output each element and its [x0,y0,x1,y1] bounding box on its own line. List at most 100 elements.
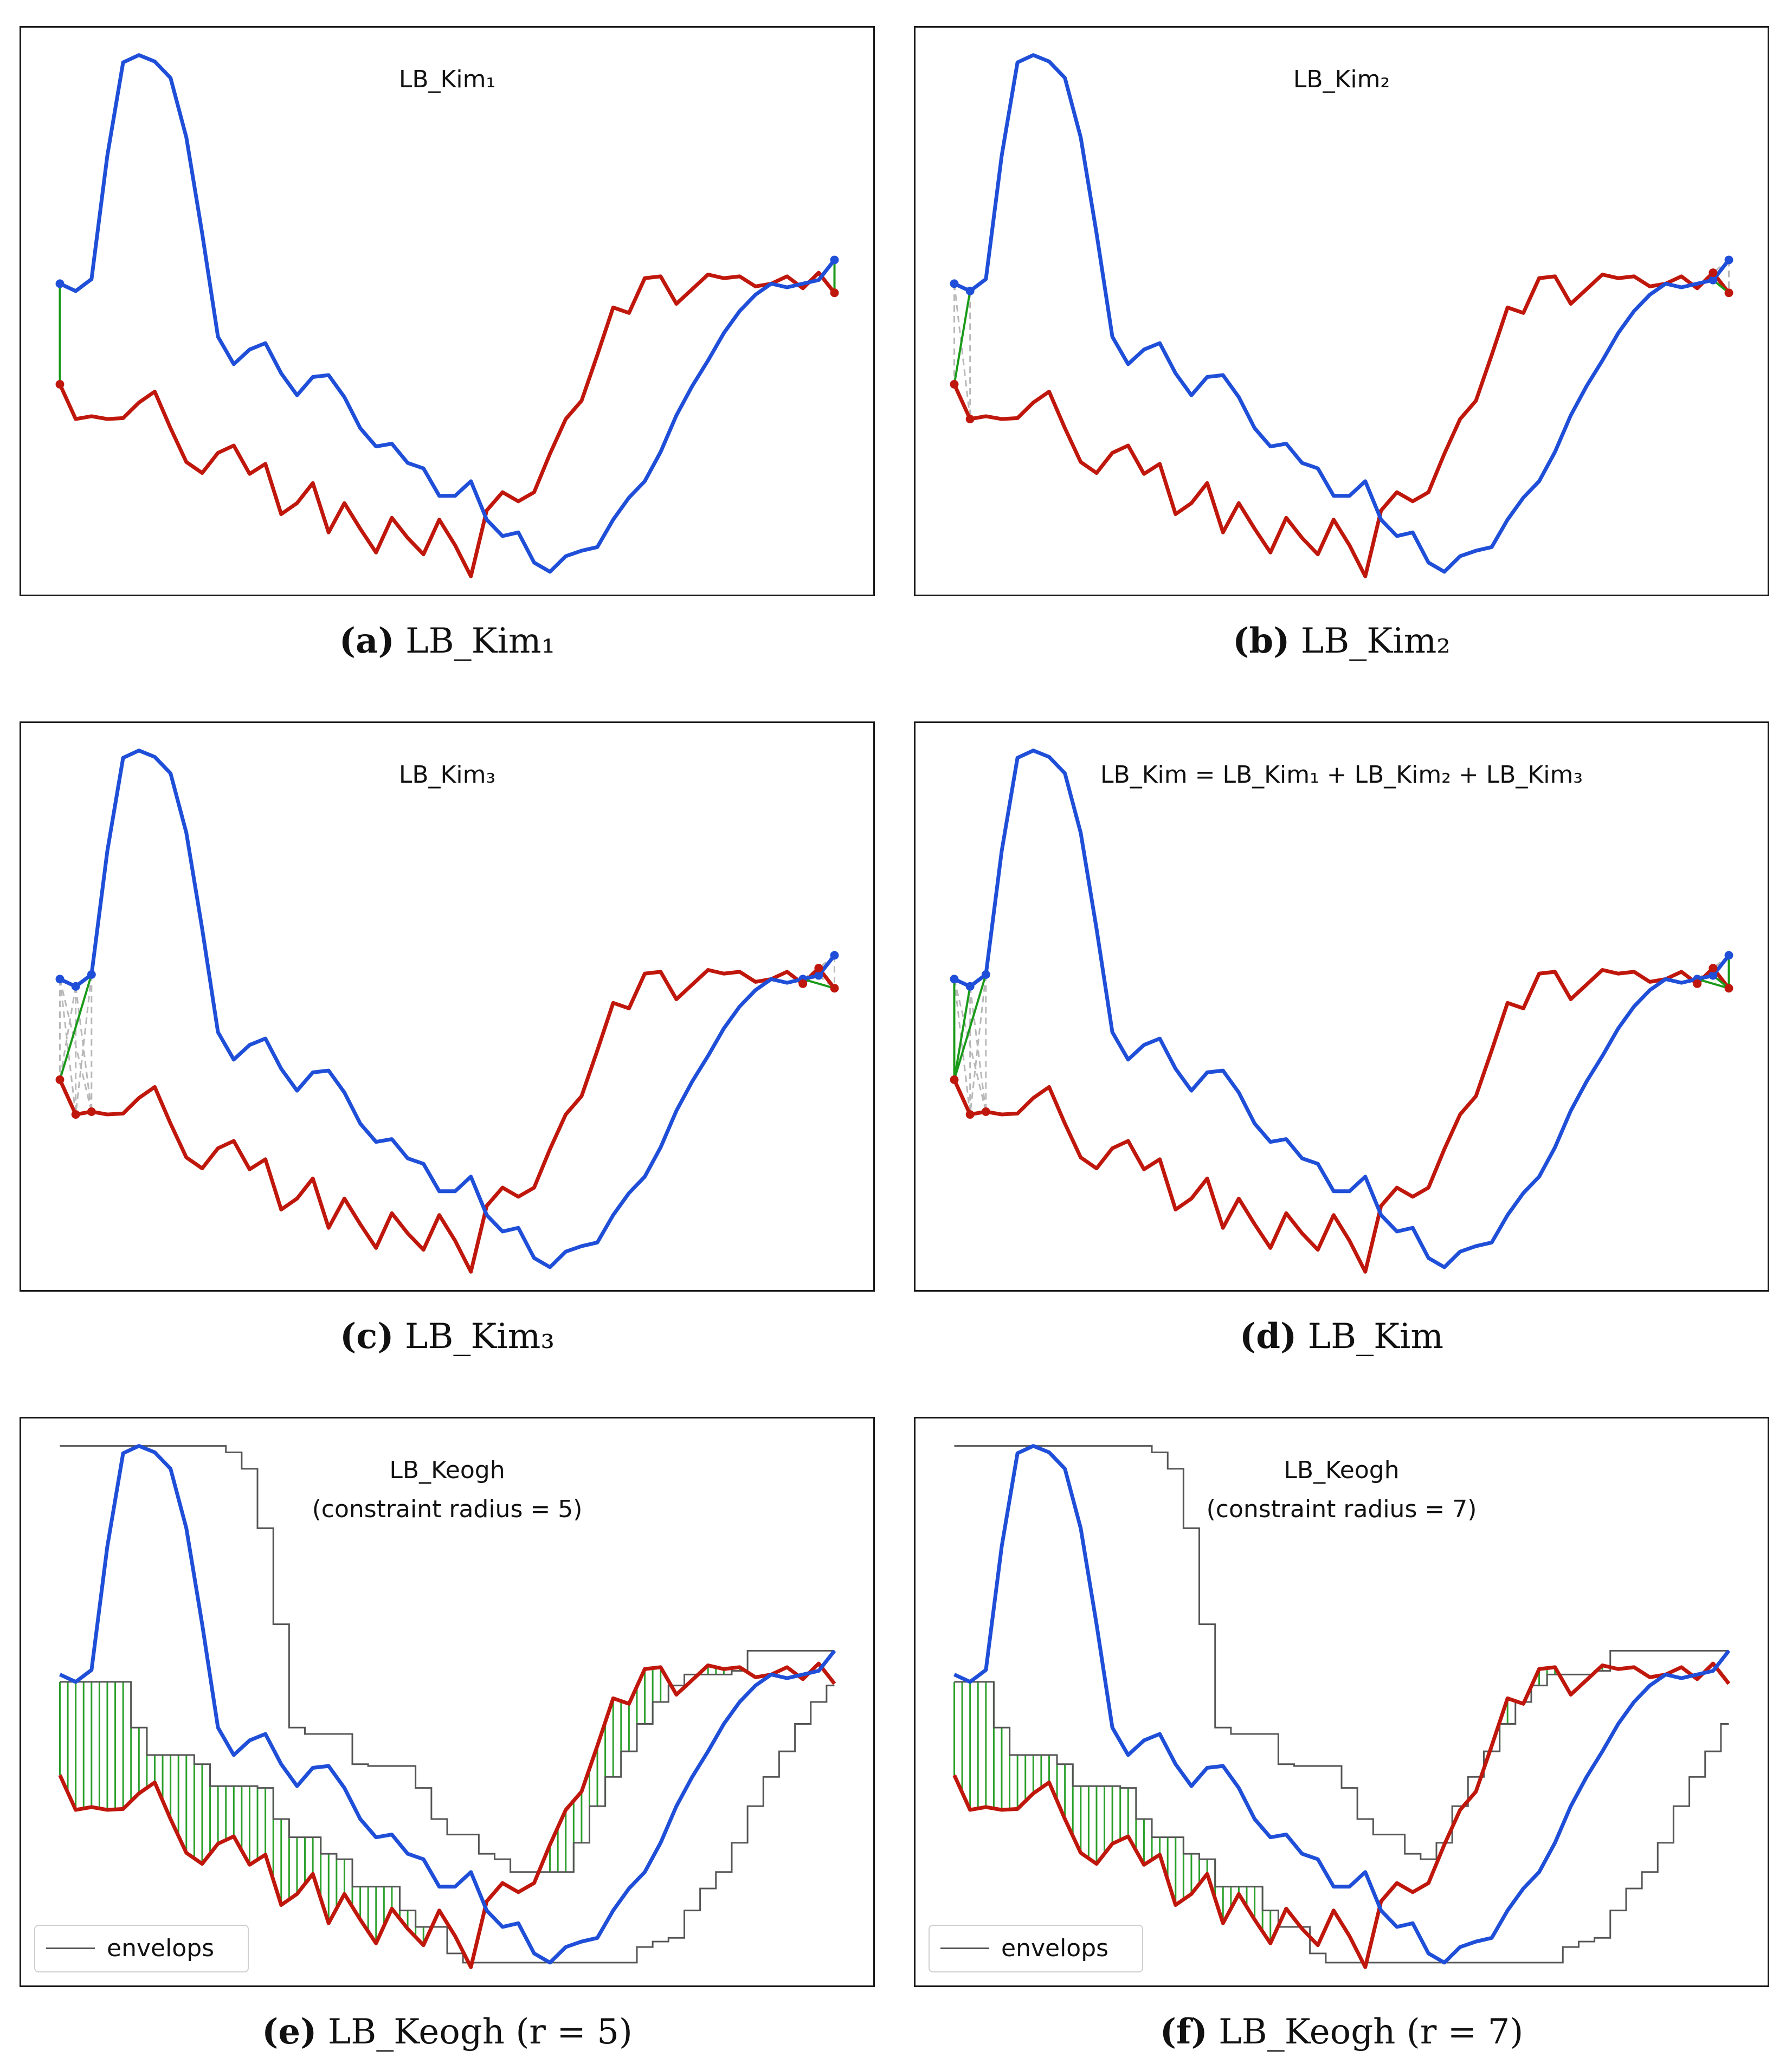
candidate-point [981,1107,990,1116]
plot-area [952,1444,1731,1969]
caption-text: LB_Keogh (r = 5) [327,2012,633,2052]
candidate-point [798,979,808,988]
direct-link [953,986,971,1080]
legend: envelops [929,1925,1143,1972]
dashed-link [969,974,987,1115]
legend: envelops [34,1925,249,1972]
upper-envelope [954,1445,1729,1860]
legend-label: envelops [1001,1934,1109,1962]
panel-caption-c: (c) LB_Kim₃ [20,1316,875,1357]
dashed-link [953,283,971,420]
query-point [965,982,975,991]
query-point [55,975,65,984]
legend-label: envelops [107,1934,215,1962]
panel-caption-b: (b) LB_Kim₂ [914,621,1769,661]
candidate-point [950,1075,959,1084]
chart-panel-c: LB_Kim₃ [20,721,875,1292]
direct-link [59,974,93,1080]
candidate-series [952,1661,1731,1969]
candidate-series [58,1661,836,1969]
candidate-point [55,1075,65,1084]
query-point [830,255,839,265]
query-series [953,749,1731,1269]
kim-direct-links [59,260,836,384]
direct-link [802,978,835,990]
query-point [950,975,959,984]
query-series [59,53,836,574]
query-point [55,279,65,288]
dashed-link [59,986,77,1080]
query-point [830,951,839,960]
caption-text: LB_Kim₃ [404,1317,555,1357]
plot-area [950,749,1733,1274]
candidate-point [71,1110,80,1119]
plot-area [55,749,839,1274]
chart-panel-b: LB_Kim₂ [914,26,1769,596]
dashed-link [953,979,971,1115]
candidate-series [952,270,1731,578]
candidate-series [952,966,1731,1274]
kim-direct-links [59,974,835,1080]
direct-link [953,974,987,1080]
plot-area [950,53,1733,578]
query-series [953,53,1731,574]
caption-text: LB_Kim₁ [405,621,556,661]
caption-letter: (c) [339,1316,394,1357]
panel-caption-d: (d) LB_Kim [914,1316,1769,1357]
candidate-point [1693,979,1702,988]
candidate-point [830,984,839,993]
lb-keogh-hatch [59,1665,741,1968]
upper-envelope [60,1445,835,1873]
lower-envelope [954,1681,1729,1964]
caption-letter: (a) [339,621,395,661]
chart-panel-f: LB_Keogh (constraint radius = 7) envelops [914,1417,1769,1987]
candidate-point [965,415,975,424]
candidate-point [1709,964,1718,973]
caption-text: LB_Keogh (r = 7) [1219,2012,1524,2052]
caption-letter: (d) [1239,1316,1297,1357]
caption-letter: (f) [1159,2011,1208,2052]
panel-caption-f: (f) LB_Keogh (r = 7) [914,2011,1769,2052]
query-series [59,749,836,1269]
chart-title: LB_Keogh [1284,1456,1400,1484]
query-point [965,286,975,295]
candidate-point [1724,288,1733,298]
panel-caption-a: (a) LB_Kim₁ [20,621,875,661]
query-point [1724,255,1733,265]
chart-subtitle: (constraint radius = 5) [312,1495,583,1523]
query-point [1724,951,1733,960]
dashed-link [75,974,93,1115]
query-series [59,1444,836,1965]
chart-title: LB_Keogh [389,1456,505,1484]
chart-title: LB_Kim = LB_Kim₁ + LB_Kim₂ + LB_Kim₃ [1100,761,1583,789]
query-point [71,982,80,991]
candidate-point [1709,268,1718,278]
direct-link [1697,978,1730,990]
chart-panel-e: LB_Keogh (constraint radius = 5) envelops [20,1417,875,1987]
chart-title: LB_Kim₃ [398,761,496,789]
chart-panel-d: LB_Kim = LB_Kim₁ + LB_Kim₂ + LB_Kim₃ [914,721,1769,1292]
lower-envelope [60,1681,835,1964]
candidate-point [55,380,65,389]
caption-text: LB_Kim₂ [1300,621,1451,661]
caption-letter: (b) [1233,621,1290,661]
candidate-point [87,1107,96,1116]
query-series [953,1444,1731,1965]
candidate-point [1724,984,1733,993]
query-point [950,279,959,288]
chart-title: LB_Kim₁ [398,66,496,93]
candidate-series [58,270,836,578]
kim-direct-links [953,955,1730,1080]
candidate-point [965,1110,975,1119]
candidate-series [58,966,836,1274]
candidate-point [830,288,839,298]
query-point [87,970,96,979]
candidate-point [950,380,959,389]
legend-swatch [940,1948,989,1949]
query-point [1709,971,1718,980]
kim-direct-links [953,279,1730,385]
caption-text: LB_Kim [1307,1317,1444,1357]
legend-swatch [46,1948,95,1949]
chart-subtitle: (constraint radius = 7) [1206,1495,1477,1523]
dashed-link [59,979,77,1115]
